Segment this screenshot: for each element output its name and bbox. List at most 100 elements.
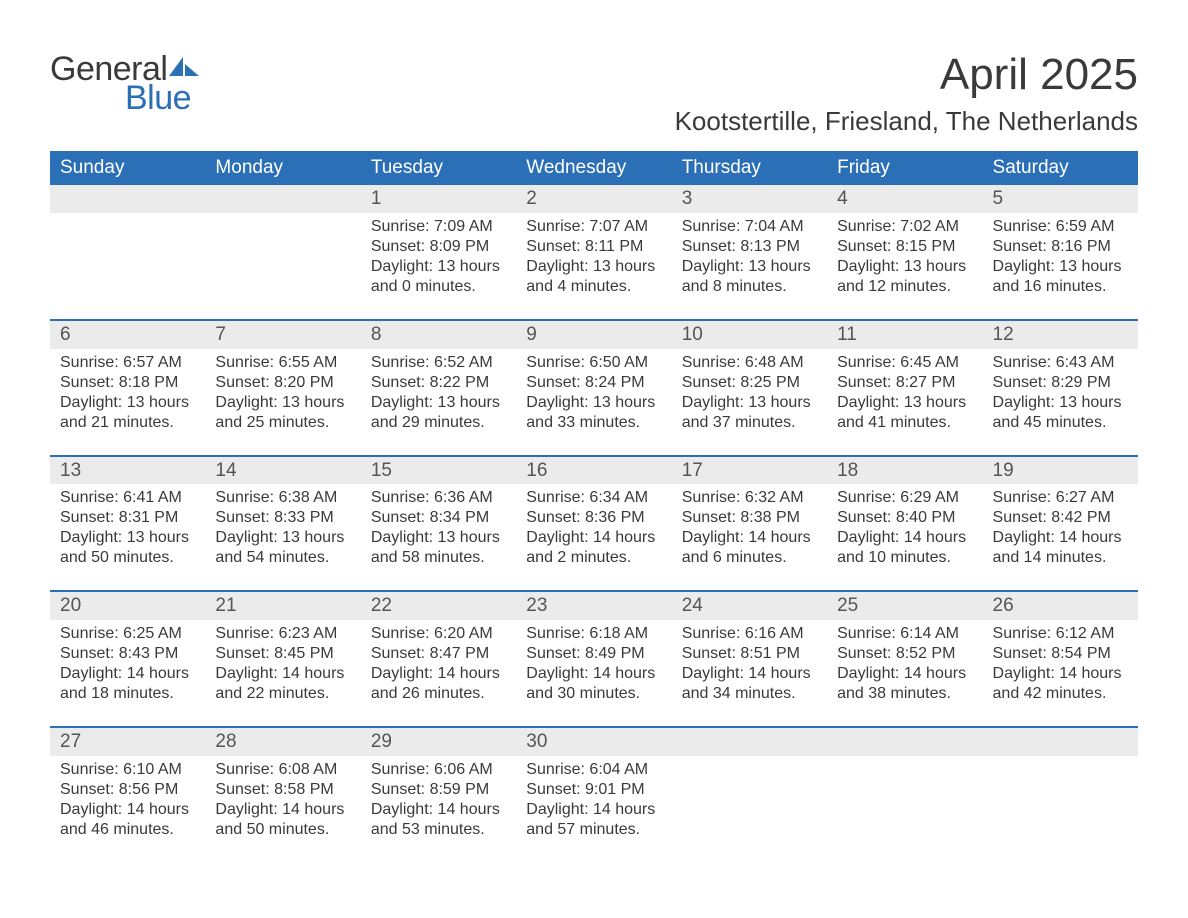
- day-cell: 10Sunrise: 6:48 AMSunset: 8:25 PMDayligh…: [672, 321, 827, 437]
- sunset-value: 8:18 PM: [119, 374, 179, 391]
- day-cell: 11Sunrise: 6:45 AMSunset: 8:27 PMDayligh…: [827, 321, 982, 437]
- day-cell: 30Sunrise: 6:04 AMSunset: 9:01 PMDayligh…: [516, 728, 671, 844]
- daylight-line: Daylight: 14 hours and 10 minutes.: [837, 528, 976, 568]
- sunset-label: Sunset:: [60, 781, 114, 798]
- daylight-label: Daylight:: [371, 394, 433, 411]
- sunrise-label: Sunrise:: [215, 625, 274, 642]
- sunrise-line: Sunrise: 6:38 AM: [215, 488, 354, 508]
- sunset-value: 9:01 PM: [585, 781, 645, 798]
- day-cell: 12Sunrise: 6:43 AMSunset: 8:29 PMDayligh…: [983, 321, 1138, 437]
- day-number: 27: [50, 728, 205, 756]
- day-cell: 18Sunrise: 6:29 AMSunset: 8:40 PMDayligh…: [827, 457, 982, 573]
- sunset-line: Sunset: 8:16 PM: [993, 237, 1132, 257]
- daylight-label: Daylight:: [682, 394, 744, 411]
- daylight-line: Daylight: 14 hours and 53 minutes.: [371, 800, 510, 840]
- sunrise-value: 6:57 AM: [123, 354, 182, 371]
- sunrise-line: Sunrise: 6:10 AM: [60, 760, 199, 780]
- sunrise-value: 6:08 AM: [279, 761, 338, 778]
- day-info: Sunrise: 6:16 AMSunset: 8:51 PMDaylight:…: [678, 624, 821, 704]
- sunrise-value: 7:09 AM: [434, 218, 493, 235]
- sunrise-label: Sunrise:: [60, 625, 119, 642]
- sunset-label: Sunset:: [837, 509, 891, 526]
- sunrise-label: Sunrise:: [215, 489, 274, 506]
- weekday-header: Tuesday: [361, 151, 516, 185]
- daylight-line: Daylight: 13 hours and 45 minutes.: [993, 393, 1132, 433]
- daylight-line: Daylight: 13 hours and 37 minutes.: [682, 393, 821, 433]
- day-number: 18: [827, 457, 982, 485]
- sunrise-line: Sunrise: 6:27 AM: [993, 488, 1132, 508]
- daylight-label: Daylight:: [371, 801, 433, 818]
- sunrise-line: Sunrise: 6:50 AM: [526, 353, 665, 373]
- sunrise-label: Sunrise:: [526, 625, 585, 642]
- sunset-value: 8:15 PM: [896, 238, 956, 255]
- daylight-label: Daylight:: [837, 394, 899, 411]
- sunset-line: Sunset: 9:01 PM: [526, 780, 665, 800]
- day-cell: 26Sunrise: 6:12 AMSunset: 8:54 PMDayligh…: [983, 592, 1138, 708]
- sunrise-value: 7:02 AM: [900, 218, 959, 235]
- day-info: Sunrise: 6:14 AMSunset: 8:52 PMDaylight:…: [833, 624, 976, 704]
- day-cell: 14 Sunrise: 6:38 AMSunset: 8:33 PMDayligh…: [205, 457, 360, 573]
- day-number: 3: [672, 185, 827, 213]
- day-info: Sunrise: 6:12 AMSunset: 8:54 PMDaylight:…: [989, 624, 1132, 704]
- day-number: [672, 728, 827, 756]
- day-cell-empty: [827, 728, 982, 844]
- week-row: 13Sunrise: 6:41 AMSunset: 8:31 PMDayligh…: [50, 455, 1138, 573]
- sunset-label: Sunset:: [371, 238, 425, 255]
- sunset-label: Sunset:: [837, 645, 891, 662]
- sunset-label: Sunset:: [371, 645, 425, 662]
- week-row: 1Sunrise: 7:09 AMSunset: 8:09 PMDaylight…: [50, 185, 1138, 301]
- sunrise-line: Sunrise: 6:04 AM: [526, 760, 665, 780]
- sunrise-line: Sunrise: 7:02 AM: [837, 217, 976, 237]
- daylight-label: Daylight:: [993, 529, 1055, 546]
- daylight-label: Daylight:: [371, 665, 433, 682]
- day-number: [827, 728, 982, 756]
- sunrise-value: 6:32 AM: [745, 489, 804, 506]
- sunrise-label: Sunrise:: [837, 354, 896, 371]
- daylight-line: Daylight: 14 hours and 50 minutes.: [215, 800, 354, 840]
- daylight-label: Daylight:: [993, 394, 1055, 411]
- sunrise-label: Sunrise:: [526, 761, 585, 778]
- day-info: Sunrise: 6:23 AMSunset: 8:45 PMDaylight:…: [211, 624, 354, 704]
- week-row: 6Sunrise: 6:57 AMSunset: 8:18 PMDaylight…: [50, 319, 1138, 437]
- sunset-line: Sunset: 8:29 PM: [993, 373, 1132, 393]
- sunrise-line: Sunrise: 6:55 AM: [215, 353, 354, 373]
- day-number: 14: [205, 457, 360, 485]
- daylight-line: Daylight: 14 hours and 42 minutes.: [993, 664, 1132, 704]
- sunset-value: 8:42 PM: [1051, 509, 1111, 526]
- sunset-value: 8:56 PM: [119, 781, 179, 798]
- day-number: 1: [361, 185, 516, 213]
- sunrise-value: 6:34 AM: [589, 489, 648, 506]
- sunrise-value: 6:29 AM: [900, 489, 959, 506]
- sunrise-value: 7:04 AM: [745, 218, 804, 235]
- weeks-container: 1Sunrise: 7:09 AMSunset: 8:09 PMDaylight…: [50, 185, 1138, 844]
- sunset-label: Sunset:: [215, 645, 269, 662]
- sunrise-label: Sunrise:: [526, 489, 585, 506]
- sunset-line: Sunset: 8:54 PM: [993, 644, 1132, 664]
- daylight-label: Daylight:: [215, 394, 277, 411]
- sunrise-value: 6:43 AM: [1056, 354, 1115, 371]
- location-subtitle: Kootstertille, Friesland, The Netherland…: [675, 106, 1138, 137]
- day-cell: 17Sunrise: 6:32 AMSunset: 8:38 PMDayligh…: [672, 457, 827, 573]
- daylight-label: Daylight:: [60, 529, 122, 546]
- sunrise-value: 6:52 AM: [434, 354, 493, 371]
- day-cell: 28Sunrise: 6:08 AMSunset: 8:58 PMDayligh…: [205, 728, 360, 844]
- sunrise-value: 6:12 AM: [1056, 625, 1115, 642]
- day-info: Sunrise: 6:38 AMSunset: 8:33 PMDaylight:…: [211, 488, 354, 568]
- sunrise-value: 6:10 AM: [123, 761, 182, 778]
- day-number: 11: [827, 321, 982, 349]
- sunrise-line: Sunrise: 7:07 AM: [526, 217, 665, 237]
- day-cell: 27Sunrise: 6:10 AMSunset: 8:56 PMDayligh…: [50, 728, 205, 844]
- sunrise-line: Sunrise: 6:12 AM: [993, 624, 1132, 644]
- sunset-label: Sunset:: [993, 509, 1047, 526]
- day-info: Sunrise: 6:04 AMSunset: 9:01 PMDaylight:…: [522, 760, 665, 840]
- sunset-label: Sunset:: [837, 374, 891, 391]
- sunset-value: 8:34 PM: [430, 509, 490, 526]
- day-number: [50, 185, 205, 213]
- sunset-label: Sunset:: [837, 238, 891, 255]
- sunrise-label: Sunrise:: [682, 218, 741, 235]
- sunset-label: Sunset:: [682, 509, 736, 526]
- sunrise-label: Sunrise:: [682, 489, 741, 506]
- sunset-value: 8:27 PM: [896, 374, 956, 391]
- sunset-line: Sunset: 8:18 PM: [60, 373, 199, 393]
- day-cell: 21Sunrise: 6:23 AMSunset: 8:45 PMDayligh…: [205, 592, 360, 708]
